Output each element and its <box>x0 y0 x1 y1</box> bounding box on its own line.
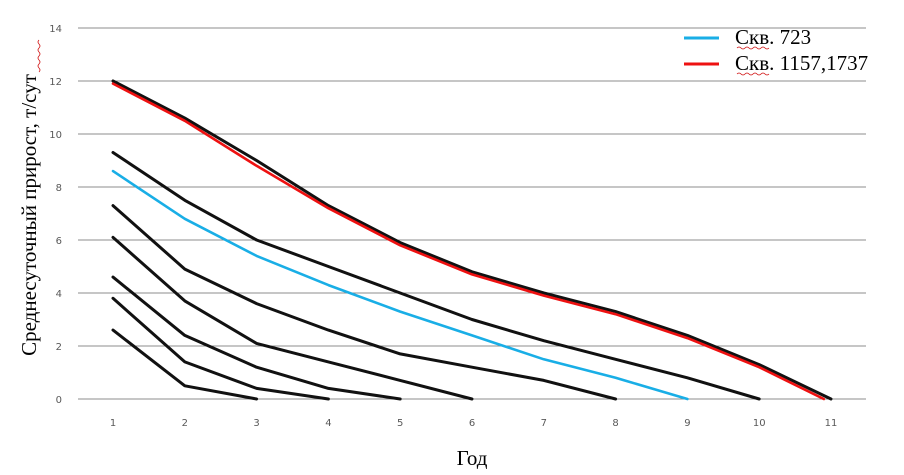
series-line <box>111 296 330 401</box>
series-line <box>111 204 618 401</box>
x-tick-label: 5 <box>397 418 403 429</box>
x-tick-label: 9 <box>684 418 690 429</box>
y-axis-ticks: 0 2 4 6 8 10 12 14 <box>49 24 62 406</box>
x-tick-label: 8 <box>612 418 618 429</box>
y-tick-label: 14 <box>49 24 62 35</box>
x-tick-label: 7 <box>541 418 547 429</box>
spellcheck-underline <box>37 39 41 73</box>
series-line <box>111 328 259 401</box>
y-tick-label: 8 <box>56 183 62 194</box>
x-tick-label: 10 <box>753 418 766 429</box>
spellcheck-underline <box>736 46 770 50</box>
legend-item: Скв. 723 <box>684 25 811 49</box>
y-axis-title: Среднесуточный прирост, т/сут <box>17 74 41 356</box>
y-tick-label: 6 <box>56 236 62 247</box>
series-line <box>111 235 474 401</box>
x-tick-label: 1 <box>110 418 116 429</box>
legend-label: Скв. 1157,1737 <box>735 51 868 75</box>
y-tick-label: 2 <box>56 342 62 353</box>
legend-item: Скв. 1157,1737 <box>684 51 868 75</box>
spellcheck-underline <box>736 72 770 76</box>
x-tick-label: 4 <box>325 418 331 429</box>
legend: Скв. 723 Скв. 1157,1737 <box>684 25 868 76</box>
legend-label: Скв. 723 <box>735 25 811 49</box>
x-axis-ticks: 1 2 3 4 5 6 7 8 9 10 11 <box>110 418 838 429</box>
series-lines <box>111 79 833 401</box>
series-line <box>111 79 833 401</box>
y-tick-label: 0 <box>56 395 62 406</box>
x-tick-label: 3 <box>253 418 259 429</box>
x-axis-title: Год <box>457 446 488 470</box>
x-tick-label: 11 <box>825 418 838 429</box>
x-tick-label: 6 <box>469 418 475 429</box>
series-line <box>111 275 402 401</box>
series-line <box>111 169 689 401</box>
y-tick-label: 10 <box>49 130 62 141</box>
series-line <box>111 82 826 401</box>
series-line <box>111 151 761 401</box>
y-tick-label: 4 <box>56 289 62 300</box>
y-tick-label: 12 <box>49 77 62 88</box>
x-tick-label: 2 <box>182 418 188 429</box>
gridlines <box>78 27 866 400</box>
